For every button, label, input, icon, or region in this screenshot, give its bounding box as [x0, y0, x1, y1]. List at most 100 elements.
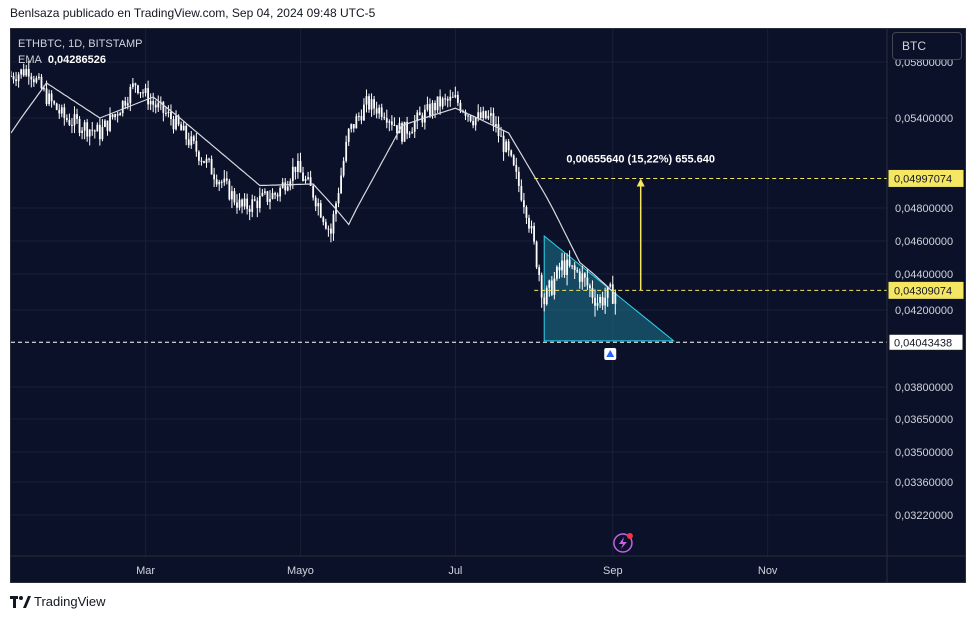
- candle-body: [68, 119, 71, 125]
- candle-body: [98, 124, 101, 140]
- candle-body: [109, 114, 111, 131]
- candle-body: [190, 136, 193, 146]
- candle-body: [192, 136, 195, 141]
- candle-body: [385, 117, 388, 123]
- candle-body: [439, 96, 442, 107]
- candle-body: [177, 115, 180, 125]
- candle-body: [213, 174, 216, 180]
- candle-body: [500, 135, 502, 137]
- candle-body: [210, 159, 213, 175]
- candle-body: [119, 113, 122, 116]
- candle-body: [22, 69, 25, 76]
- candle-body: [495, 124, 497, 126]
- candle-body: [363, 104, 365, 121]
- candle-body: [482, 111, 485, 118]
- candle-body: [294, 166, 297, 172]
- candle-body: [606, 286, 609, 298]
- candle-body: [563, 260, 566, 275]
- candle-body: [365, 96, 368, 105]
- candle-body: [581, 273, 584, 282]
- candle-body: [573, 265, 576, 271]
- candle-body: [540, 274, 543, 298]
- candle-body: [73, 114, 76, 126]
- candle-body: [157, 103, 160, 108]
- candle-body: [144, 88, 147, 94]
- candle-body: [418, 112, 421, 116]
- candle-body: [205, 158, 208, 163]
- publication-header: Benlsaza publicado en TradingView.com, S…: [10, 6, 376, 20]
- candle-body: [225, 178, 228, 181]
- chart-panel[interactable]: 0,00655640 (15,22%) 655.640 0,05800000 0,…: [10, 28, 966, 583]
- candle-body: [517, 171, 520, 187]
- candle-body: [286, 186, 289, 191]
- candle-body: [558, 266, 561, 271]
- x-tick-label: Nov: [758, 565, 778, 577]
- candle-body: [289, 181, 292, 187]
- candle-body: [279, 187, 282, 197]
- tradingview-logo-icon: [10, 595, 31, 608]
- ema-layer: [11, 82, 616, 295]
- notification-dot: [626, 533, 633, 539]
- candle-body: [83, 122, 86, 131]
- candle-body: [101, 126, 104, 140]
- price-label: 0,04997074: [894, 173, 952, 185]
- candle-body: [403, 121, 406, 142]
- candle-body: [274, 193, 276, 195]
- candle-body: [578, 271, 581, 282]
- candle-body: [71, 124, 73, 126]
- candle-body: [111, 114, 114, 118]
- x-tick-label: Jul: [448, 565, 462, 577]
- symbol-line: ETHBTC, 1D, BITSTAMP: [18, 38, 143, 50]
- candle-body: [96, 124, 99, 132]
- candle-body: [147, 88, 150, 105]
- candle-body: [45, 88, 48, 105]
- candle-body: [104, 120, 106, 127]
- candle-body: [91, 129, 94, 131]
- candle-body: [131, 83, 134, 87]
- candle-body: [474, 117, 477, 126]
- candle-body: [327, 228, 330, 230]
- candle-body: [284, 182, 287, 191]
- candle-body: [347, 128, 350, 142]
- candle-body: [423, 109, 426, 123]
- candle-body: [604, 297, 607, 306]
- candle-body: [114, 114, 117, 118]
- candle-body: [40, 76, 43, 89]
- candle-body: [550, 280, 553, 295]
- candle-body: [276, 194, 279, 197]
- candle-body: [337, 193, 340, 204]
- candle-body: [556, 266, 558, 279]
- candle-body: [406, 121, 409, 134]
- candle-body: [223, 178, 226, 183]
- currency-button[interactable]: BTC: [892, 32, 962, 60]
- candle-body: [246, 198, 249, 209]
- candle-body: [614, 292, 617, 304]
- axes: 0,05800000 0,05400000 0,04800000 0,04600000…: [11, 29, 965, 582]
- candle-body: [487, 115, 490, 119]
- lightning-bolt: [618, 537, 627, 549]
- price-label: 0,04309074: [894, 285, 952, 297]
- candle-body: [149, 101, 152, 105]
- candle-body: [535, 241, 538, 268]
- candle-body: [25, 68, 28, 76]
- candle-body: [116, 114, 119, 116]
- chart-legend: ETHBTC, 1D, BITSTAMP EMA 0,04286526: [18, 36, 142, 68]
- candle-body: [307, 177, 309, 180]
- price-label-box: [888, 333, 964, 351]
- y-tick-label: 0,03650000: [895, 414, 953, 426]
- candle-body: [137, 85, 139, 94]
- candle-body: [401, 123, 403, 142]
- candle-body: [411, 131, 414, 134]
- price-chart[interactable]: 0,00655640 (15,22%) 655.640 0,058000000,…: [11, 29, 965, 582]
- grid: [11, 29, 887, 556]
- candle-body: [203, 161, 205, 163]
- candle-body: [594, 297, 596, 306]
- candle-body: [322, 217, 325, 223]
- candle-body: [253, 199, 256, 201]
- candle-body: [571, 265, 574, 267]
- candle-body: [228, 180, 231, 200]
- footer-brand[interactable]: TradingView: [10, 594, 106, 609]
- ema-label: EMA: [18, 54, 42, 66]
- ema-value: 0,04286526: [47, 54, 106, 66]
- candle-body: [86, 122, 89, 137]
